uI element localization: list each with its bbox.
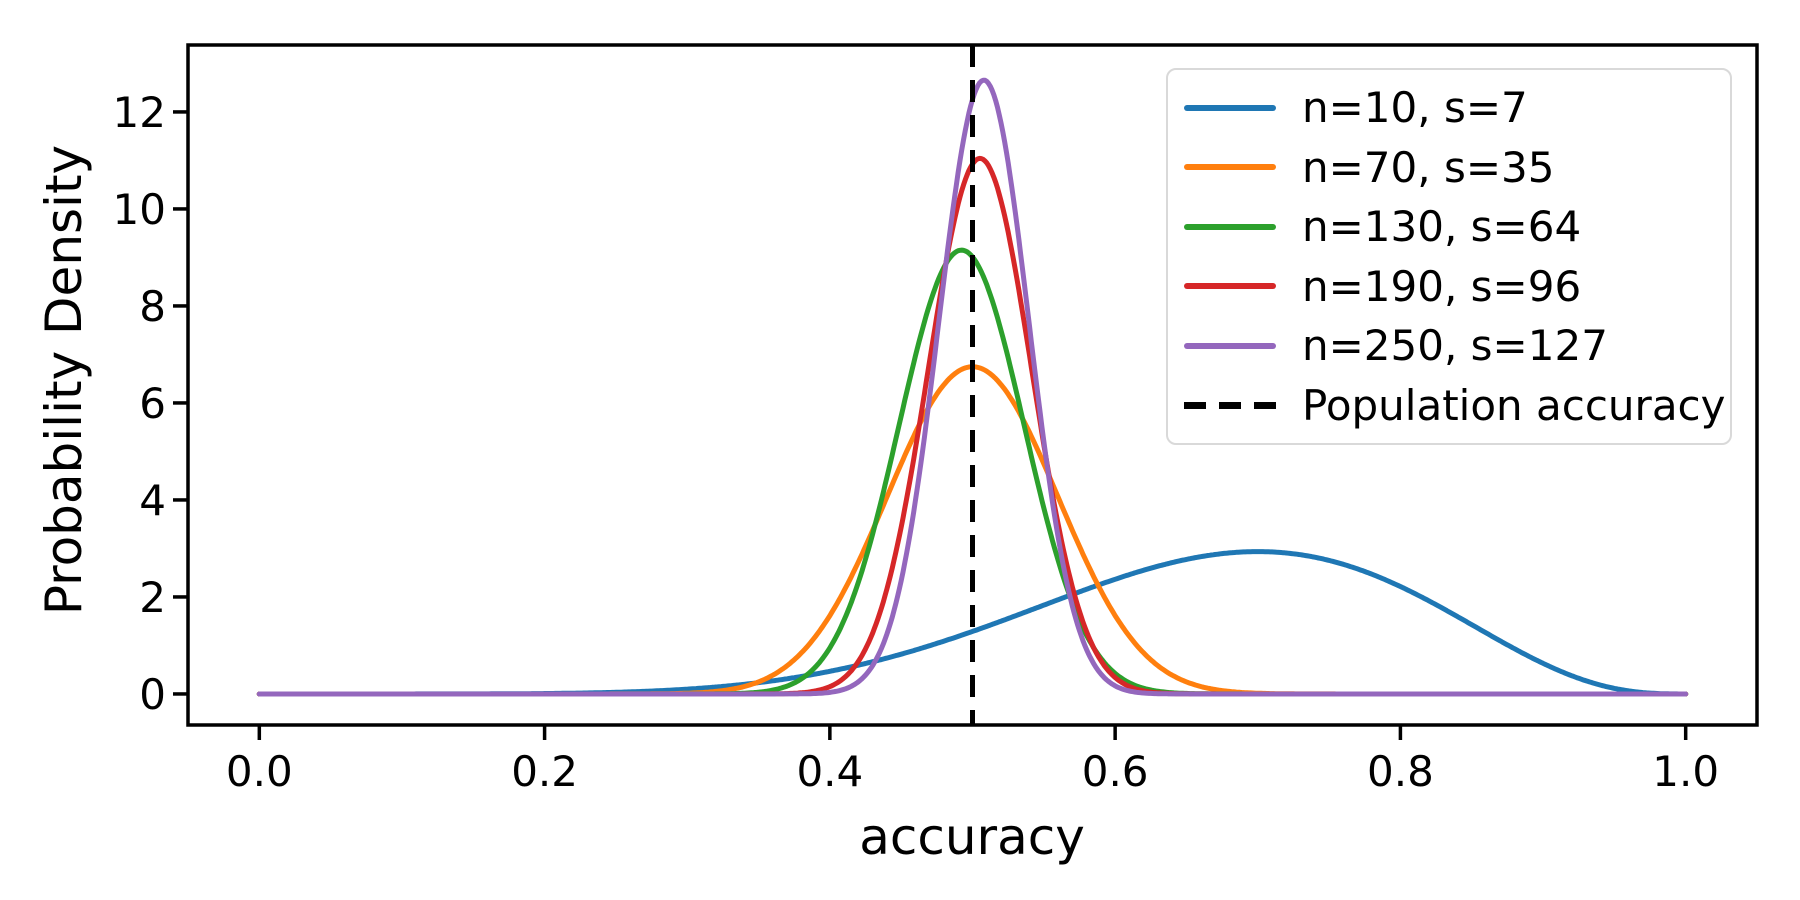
legend-line-sample bbox=[1184, 342, 1276, 349]
legend: n=10, s=7 n=70, s=35 n=130, s=64 n=190, s=9… bbox=[1166, 68, 1732, 445]
legend-item-label: n=10, s=7 bbox=[1302, 83, 1528, 132]
legend-item-label: n=190, s=96 bbox=[1302, 261, 1582, 311]
y-tick-label: 10 bbox=[113, 185, 166, 234]
legend-item-n-70-s-35: n=70, s=35 bbox=[1184, 143, 1720, 192]
legend-item-n-190-s-96: n=190, s=96 bbox=[1184, 262, 1720, 311]
plot-spines bbox=[186, 43, 1759, 727]
y-tick-label: 0 bbox=[139, 670, 166, 719]
legend-line-sample bbox=[1184, 104, 1276, 111]
x-axis-ticks: 0.0 0.2 0.4 0.6 0.8 1.0 bbox=[226, 725, 1719, 796]
legend-item-population-accuracy: Population accuracy bbox=[1184, 381, 1726, 430]
legend-line-sample bbox=[1184, 223, 1276, 230]
legend-dashed-line-sample bbox=[1184, 401, 1276, 409]
legend-item-n-250-s-127: n=250, s=127 bbox=[1184, 321, 1720, 370]
y-tick-label: 8 bbox=[139, 282, 166, 331]
legend-item-label: n=250, s=127 bbox=[1302, 321, 1608, 371]
legend-item-n-130-s-64: n=130, s=64 bbox=[1184, 202, 1720, 251]
y-tick-label: 2 bbox=[139, 573, 166, 622]
legend-item-n-10-s-7: n=10, s=7 bbox=[1184, 83, 1720, 132]
legend-item-label: n=130, s=64 bbox=[1302, 202, 1582, 252]
axes-layer bbox=[186, 43, 1759, 727]
legend-item-label: n=70, s=35 bbox=[1302, 142, 1555, 192]
y-tick-label: 6 bbox=[139, 379, 166, 428]
x-tick-label: 1.0 bbox=[1652, 747, 1719, 796]
x-tick-label: 0.6 bbox=[1082, 747, 1149, 796]
y-axis-ticks: 0 2 4 6 8 10 12 bbox=[113, 88, 188, 719]
x-tick-label: 0.2 bbox=[511, 747, 578, 796]
y-axis-label: Probability Density bbox=[35, 144, 93, 616]
x-tick-label: 0.4 bbox=[796, 747, 863, 796]
legend-item-label: Population accuracy bbox=[1302, 380, 1726, 430]
y-tick-label: 4 bbox=[139, 476, 166, 525]
legend-line-sample bbox=[1184, 283, 1276, 290]
x-tick-label: 0.8 bbox=[1367, 747, 1434, 796]
y-tick-label: 12 bbox=[113, 88, 166, 137]
legend-line-sample bbox=[1184, 164, 1276, 171]
x-axis-label: accuracy bbox=[859, 808, 1085, 866]
x-tick-label: 0.0 bbox=[226, 747, 293, 796]
